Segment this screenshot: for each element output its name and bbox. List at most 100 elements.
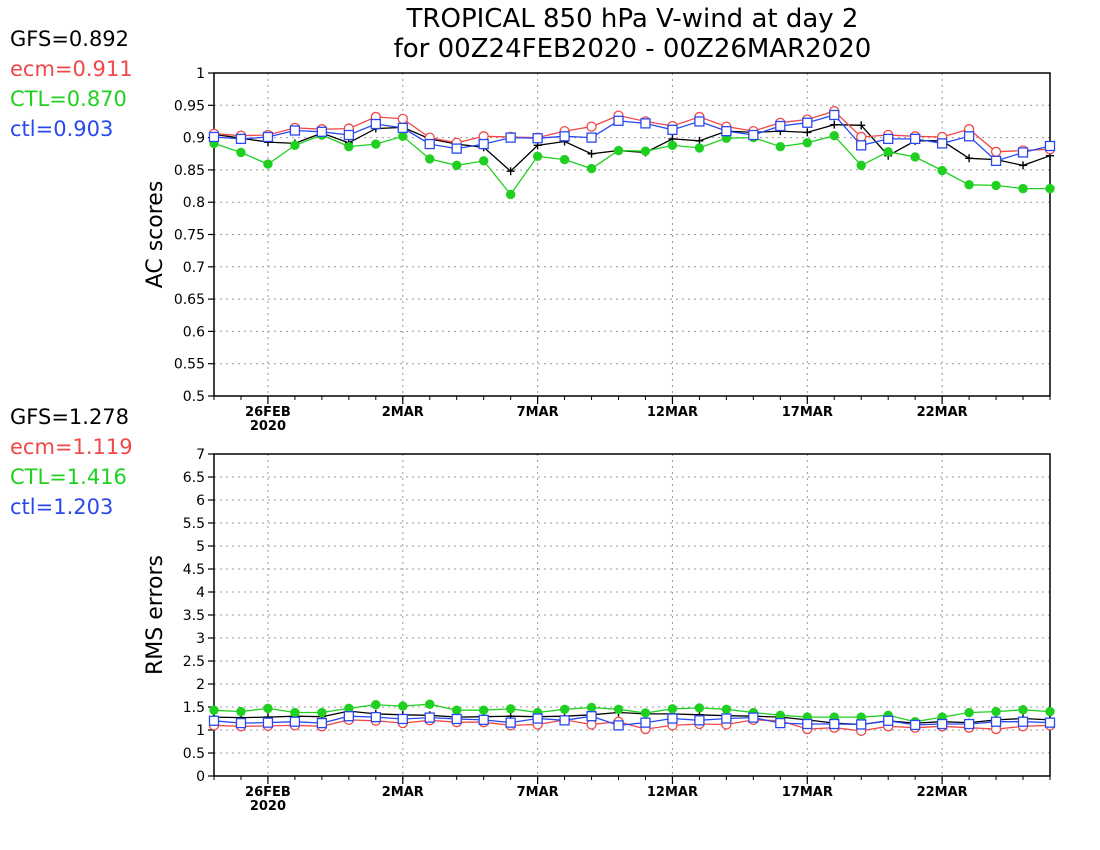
rms-point-ctl-upper-9	[452, 705, 462, 715]
ac-ytick-label-2: 0.6	[183, 324, 205, 340]
rms-point-ctl-lower-22	[802, 718, 813, 730]
ac-point-ctl-upper-7	[398, 131, 408, 142]
ac-point-ctl-lower-21	[775, 120, 786, 132]
rms-point-ctl-lower-11	[505, 717, 516, 728]
ac-ylabel: AC scores	[143, 181, 168, 289]
rms-point-ctl-lower-14	[586, 711, 597, 722]
ac-point-ctl-lower-0	[208, 131, 220, 143]
rms-point-ctl-upper-29	[991, 706, 1001, 717]
ac-point-ctl-lower-9	[451, 143, 462, 154]
rms-ytick-label-7: 3.5	[183, 608, 205, 624]
ac-point-ctl-upper-29	[991, 180, 1001, 191]
ac-point-ctl-lower-28	[963, 131, 975, 142]
rms-point-ctl-upper-10	[478, 705, 489, 715]
ac-point-ctl-lower-4	[316, 126, 328, 137]
rms-point-ctl-upper-4	[317, 707, 327, 718]
ac-point-ctl-lower-24	[856, 140, 867, 151]
ac-xtick-label-1: 2MAR	[382, 405, 424, 420]
rms-point-ctl-lower-31	[1044, 717, 1056, 728]
rms-point-ctl-lower-15	[613, 720, 624, 731]
rms-point-ctl-lower-8	[424, 712, 435, 723]
ac-point-ctl-upper-25	[883, 147, 893, 157]
rms-xtick-sublabel-0: 2020	[250, 799, 286, 814]
rms-point-ctl-lower-7	[397, 713, 408, 725]
rms-ytick-label-5: 2.5	[183, 654, 205, 670]
ac-point-gfs-22	[803, 128, 812, 137]
ac-score-gfs: GFS=0.892	[10, 27, 130, 51]
ac-point-ctl-upper-5	[344, 141, 354, 152]
rms-series-line-ctl-lower	[213, 715, 1051, 727]
rms-score-ctl-upper: CTL=1.416	[10, 465, 127, 489]
ac-series-line-ctl-lower	[213, 114, 1051, 162]
ac-point-ctl-upper-14	[586, 163, 597, 174]
ac-xtick-label-2: 7MAR	[517, 405, 559, 420]
ac-point-ctl-upper-2	[263, 159, 273, 169]
rms-point-ctl-lower-2	[262, 717, 274, 728]
ac-ytick-label-10: 1	[196, 66, 205, 82]
rms-ytick-label-14: 7	[196, 447, 205, 463]
ac-point-ctl-lower-10	[478, 138, 489, 150]
rms-point-ctl-upper-7	[398, 701, 408, 711]
ac-point-ctl-lower-31	[1044, 140, 1056, 152]
rms-ytick-label-1: 0.5	[183, 746, 205, 762]
chart-title-line2: for 00Z24FEB2020 - 00Z26MAR2020	[393, 34, 872, 64]
ac-point-ctl-lower-11	[505, 132, 516, 143]
ac-series-line-gfs	[213, 124, 1051, 173]
ac-point-ctl-lower-23	[829, 109, 840, 121]
ac-point-ctl-upper-22	[802, 138, 812, 148]
ac-point-ctl-lower-7	[397, 122, 408, 134]
rms-point-ctl-lower-5	[343, 711, 354, 722]
ac-point-ctl-lower-20	[748, 129, 759, 141]
ac-ytick-label-9: 0.95	[174, 98, 205, 114]
ac-point-ctl-lower-27	[936, 138, 948, 149]
ac-point-ctl-upper-30	[1018, 183, 1028, 194]
rms-point-ctl-upper-11	[505, 704, 516, 714]
ac-point-ctl-upper-24	[856, 160, 866, 171]
rms-point-ctl-lower-10	[478, 714, 489, 726]
ac-point-ctl-upper-26	[910, 152, 920, 162]
rms-point-ctl-upper-6	[371, 700, 381, 710]
rms-ytick-label-8: 4	[196, 585, 205, 601]
rms-ytick-label-13: 6.5	[183, 470, 205, 486]
rms-point-ctl-lower-13	[559, 715, 570, 726]
ac-point-ctl-upper-1	[236, 147, 246, 158]
ac-point-ctl-lower-8	[424, 138, 435, 150]
ac-point-ctl-upper-13	[559, 154, 570, 165]
ac-point-ctl-lower-19	[721, 125, 732, 137]
ac-point-ctl-lower-15	[613, 115, 624, 126]
ac-point-gfs-28	[965, 154, 974, 163]
ac-xtick-label-0: 26FEB	[245, 405, 291, 420]
ac-point-ctl-upper-18	[694, 143, 705, 153]
ac-ytick-label-7: 0.85	[174, 163, 205, 179]
rms-ytick-label-3: 1.5	[183, 700, 205, 716]
rms-point-ctl-lower-26	[910, 719, 921, 731]
rms-point-ctl-upper-31	[1045, 706, 1055, 717]
ac-point-ctl-upper-3	[290, 140, 300, 151]
ac-point-ctl-upper-27	[937, 165, 947, 176]
ac-point-gfs-24	[857, 121, 866, 130]
rms-point-ctl-upper-30	[1018, 705, 1028, 715]
rms-point-ctl-upper-0	[209, 705, 219, 715]
ac-point-ctl-lower-1	[235, 133, 247, 145]
rms-point-ctl-lower-23	[829, 718, 840, 730]
ac-point-ecm-7	[397, 113, 408, 125]
rms-xtick-label-3: 12MAR	[647, 785, 698, 800]
rms-point-ctl-upper-14	[586, 702, 597, 713]
ac-point-ctl-lower-30	[1017, 147, 1029, 158]
rms-point-ctl-lower-17	[667, 713, 678, 724]
ac-point-ctl-upper-15	[613, 145, 624, 156]
rms-point-ctl-lower-24	[856, 719, 867, 730]
ac-point-ecm-29	[990, 146, 1002, 157]
ac-ytick-label-0: 0.5	[183, 389, 205, 405]
rms-point-ctl-lower-9	[451, 713, 462, 725]
ac-point-ctl-upper-17	[667, 140, 678, 151]
ac-xtick-label-5: 22MAR	[917, 405, 968, 420]
ac-point-ctl-upper-8	[425, 154, 435, 164]
rms-point-ctl-lower-0	[208, 715, 220, 726]
rms-ytick-label-12: 6	[196, 493, 205, 509]
ac-point-gfs-30	[1019, 161, 1028, 170]
ac-ytick-label-3: 0.65	[174, 292, 205, 308]
ac-point-ctl-lower-13	[559, 131, 570, 142]
ac-score-ecm: ecm=0.911	[10, 57, 133, 81]
